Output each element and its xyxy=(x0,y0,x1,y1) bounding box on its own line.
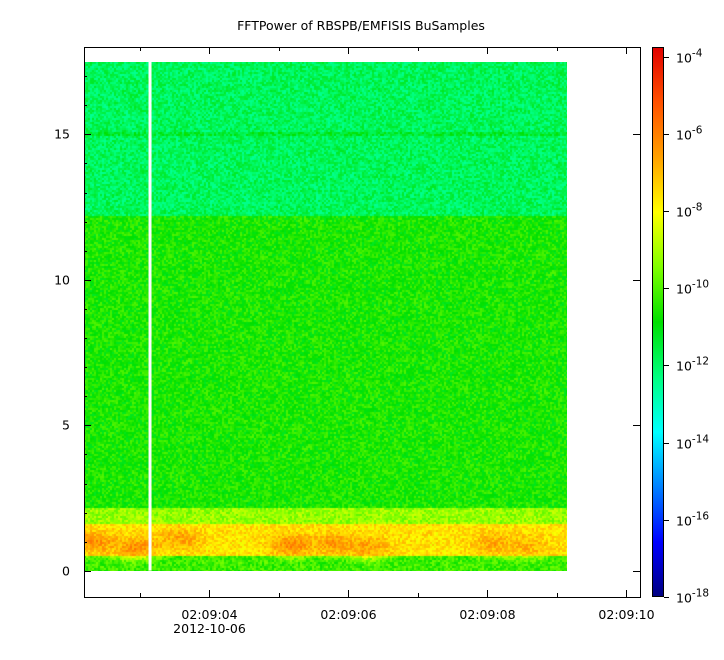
colorbar-tick-base: 10 xyxy=(676,282,692,297)
colorbar-tick-label: 10-10 xyxy=(676,279,709,297)
y-tick-label: 5 xyxy=(62,418,70,433)
colorbar-tick-base: 10 xyxy=(676,591,692,606)
colorbar-tick-base: 10 xyxy=(676,437,692,452)
x-tick-label: 02:09:06 xyxy=(320,607,376,622)
colorbar-tick-exponent: -18 xyxy=(692,588,709,600)
plot-frame xyxy=(84,47,641,598)
x-tick-label: 02:09:08 xyxy=(459,607,515,622)
colorbar-tick-exponent: -14 xyxy=(692,434,709,446)
colorbar-tick-exponent: -16 xyxy=(692,511,709,523)
colorbar-tick-label: 10-12 xyxy=(676,356,709,374)
spectrogram-canvas xyxy=(84,62,567,571)
colorbar-tick-label: 10-6 xyxy=(676,125,703,143)
colorbar-tick-label: 10-8 xyxy=(676,202,702,220)
data-gap xyxy=(148,61,152,571)
y-tick-label: 10 xyxy=(54,273,70,288)
colorbar-frame xyxy=(652,47,664,597)
chart-title: FFTPower of RBSPB/EMFISIS BuSamples xyxy=(237,18,485,33)
spectrogram-image xyxy=(84,62,567,571)
colorbar-tick-base: 10 xyxy=(676,359,692,374)
x-tick-label: 02:09:04 xyxy=(181,607,237,622)
colorbar-tick-base: 10 xyxy=(676,51,692,66)
y-tick-label: 15 xyxy=(54,127,70,142)
y-tick-label: 0 xyxy=(62,564,70,579)
colorbar-tick-exponent: -12 xyxy=(692,356,709,368)
colorbar xyxy=(652,47,664,597)
colorbar-tick-exponent: -4 xyxy=(692,48,703,60)
colorbar-tick-label: 10-18 xyxy=(676,588,709,606)
colorbar-tick-exponent: -10 xyxy=(692,279,709,291)
colorbar-tick-base: 10 xyxy=(676,128,692,143)
colorbar-tick-base: 10 xyxy=(676,205,692,220)
colorbar-tick-exponent: -8 xyxy=(692,202,702,214)
colorbar-tick-label: 10-14 xyxy=(676,434,709,452)
x-tick-label: 02:09:10 xyxy=(598,607,654,622)
colorbar-tick-base: 10 xyxy=(676,514,692,529)
x-date-label: 2012-10-06 xyxy=(173,621,246,636)
colorbar-tick-exponent: -6 xyxy=(692,125,703,137)
colorbar-tick-label: 10-16 xyxy=(676,511,709,529)
colorbar-tick-label: 10-4 xyxy=(676,48,703,66)
